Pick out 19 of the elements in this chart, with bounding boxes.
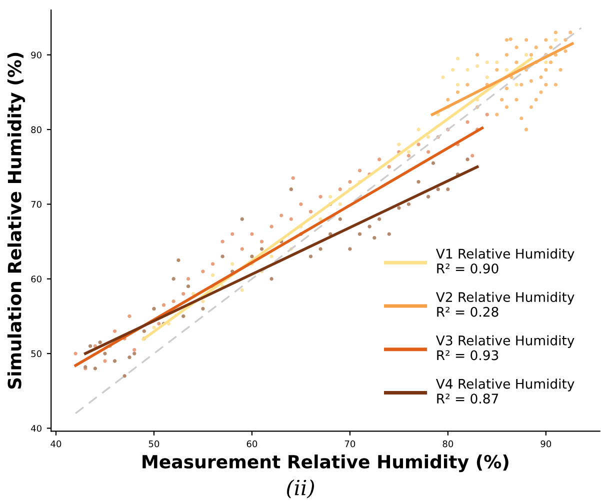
legend-label: V4 Relative Humidity R² = 0.87 [436,378,574,404]
x-tick-label: 70 [344,440,356,448]
y-axis-title: Simulation Relative Humidity (%) [7,52,26,389]
y-tick-label: 60 [31,276,42,282]
text: (ii) [287,479,314,498]
y-tick-label: 90 [31,52,42,58]
x-tick-label: 50 [148,440,160,448]
x-tick-label: 90 [540,440,552,448]
x-axis-title: Measurement Relative Humidity (%) [142,454,508,472]
y-tick-label: 80 [31,126,42,134]
y-tick-label: 70 [31,200,42,208]
legend-label: V2 Relative Humidity R² = 0.28 [436,292,574,317]
y-tick-label: 40 [31,424,42,432]
x-tick-label: 60 [246,440,258,448]
y-tick-label: 50 [31,350,42,358]
legend-label: V3 Relative Humidity R² = 0.93 [436,335,574,360]
x-tick-label: 40 [50,440,62,448]
legend-label: V1 Relative Humidity R² = 0.90 [436,248,574,274]
x-tick-label: 80 [442,440,454,448]
